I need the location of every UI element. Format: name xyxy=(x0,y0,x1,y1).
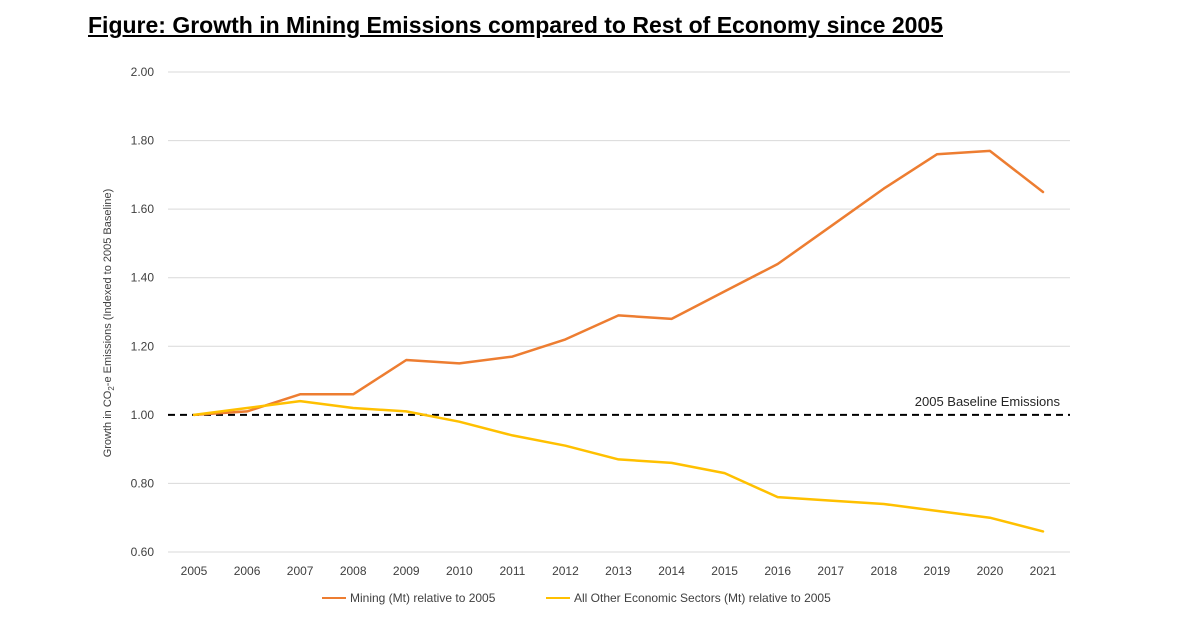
y-tick-label: 1.00 xyxy=(131,408,155,422)
x-tick-label: 2008 xyxy=(340,564,367,578)
x-tick-label: 2017 xyxy=(817,564,844,578)
x-tick-label: 2021 xyxy=(1030,564,1057,578)
x-tick-label: 2016 xyxy=(764,564,791,578)
x-tick-label: 2020 xyxy=(977,564,1004,578)
y-tick-label: 1.80 xyxy=(131,134,155,148)
chart-title: Figure: Growth in Mining Emissions compa… xyxy=(88,12,943,38)
series-lines xyxy=(192,149,1045,533)
y-axis-label-post: -e Emissions (Indexed to 2005 Baseline) xyxy=(102,189,114,387)
y-tick-label: 1.60 xyxy=(131,202,155,216)
y-tick-label: 1.20 xyxy=(131,339,155,353)
gridlines xyxy=(168,71,1070,553)
x-tick-label: 2019 xyxy=(924,564,951,578)
legend-label-mining: Mining (Mt) relative to 2005 xyxy=(350,591,496,605)
y-tick-label: 1.40 xyxy=(131,271,155,285)
x-tick-label: 2005 xyxy=(181,564,208,578)
y-axis-label-sub: 2 xyxy=(107,386,116,391)
y-tick-label: 0.80 xyxy=(131,476,155,490)
x-tick-label: 2010 xyxy=(446,564,473,578)
x-tick-label: 2007 xyxy=(287,564,314,578)
legend: Mining (Mt) relative to 2005 All Other E… xyxy=(322,591,831,605)
y-axis-label: Growth in CO2-e Emissions (Indexed to 20… xyxy=(102,189,116,458)
series-line-mining xyxy=(192,149,1045,417)
x-tick-label: 2011 xyxy=(499,564,525,578)
y-tick-label: 2.00 xyxy=(131,65,155,79)
x-tick-label: 2018 xyxy=(870,564,897,578)
y-tick-label: 0.60 xyxy=(131,545,155,559)
x-tick-label: 2014 xyxy=(658,564,685,578)
legend-label-other-sectors: All Other Economic Sectors (Mt) relative… xyxy=(574,591,831,605)
series-line-other-sectors xyxy=(192,399,1045,533)
x-axis-tick-labels: 2005 2006 2007 2008 2009 2010 2011 2012 2013 2014… xyxy=(181,564,1057,578)
x-tick-label: 2006 xyxy=(234,564,261,578)
baseline-label: 2005 Baseline Emissions xyxy=(915,394,1061,409)
x-tick-label: 2009 xyxy=(393,564,420,578)
baseline: 2005 Baseline Emissions xyxy=(168,394,1070,416)
x-tick-label: 2015 xyxy=(711,564,738,578)
x-tick-label: 2012 xyxy=(552,564,579,578)
x-tick-label: 2013 xyxy=(605,564,632,578)
y-axis-label-pre: Growth in CO xyxy=(102,390,114,457)
y-axis-tick-labels: 0.60 0.80 1.00 1.20 1.40 1.60 1.80 2.00 xyxy=(131,65,155,559)
